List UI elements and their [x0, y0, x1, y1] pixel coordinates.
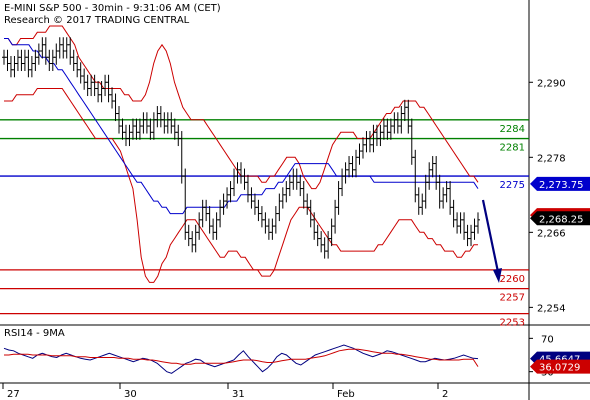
y-tick-label: 2,254: [537, 303, 566, 314]
projection-arrow-shaft: [481, 199, 500, 273]
y-tick-label: 2,266: [537, 228, 566, 239]
rsi-series-rsi14: [3, 344, 479, 374]
moving-average-line: [4, 38, 479, 215]
y-tick-label: 2,290: [537, 78, 566, 89]
price-badge: [530, 211, 590, 226]
rsi-y-tick-label: 70: [541, 334, 554, 345]
projection-arrow-head: [493, 268, 502, 283]
level-label-2257: 2257: [500, 293, 525, 304]
chart-title: E-MINI S&P 500 - 30min - 9:31:06 AM (CET…: [4, 3, 221, 14]
level-label-2284: 2284: [500, 124, 525, 135]
level-label-2281: 2281: [500, 143, 525, 154]
rsi-badge-label: 36.0729: [539, 363, 580, 374]
chart-subtitle: Research © 2017 TRADING CENTRAL: [4, 15, 190, 26]
price-badge: [530, 176, 590, 191]
rsi-series-9ma: [4, 348, 479, 367]
x-tick-label: 2: [442, 389, 448, 400]
x-tick-label: Feb: [337, 389, 355, 400]
bollinger-lower-line: [4, 88, 478, 283]
price-badge-label: 2,273.75: [539, 180, 584, 191]
level-label-2253: 2253: [500, 318, 525, 329]
price-badge-label: 2,268.25: [539, 214, 584, 225]
rsi-badge: [530, 359, 590, 374]
level-label-2260: 2260: [500, 274, 525, 285]
x-tick-label: 27: [7, 389, 20, 400]
y-tick-label: 2,278: [537, 153, 566, 164]
x-tick-label: 31: [232, 389, 245, 400]
rsi-panel-title: RSI14 - 9MA: [4, 328, 65, 339]
x-tick-label: 30: [124, 389, 137, 400]
level-label-2275: 2275: [500, 180, 525, 191]
